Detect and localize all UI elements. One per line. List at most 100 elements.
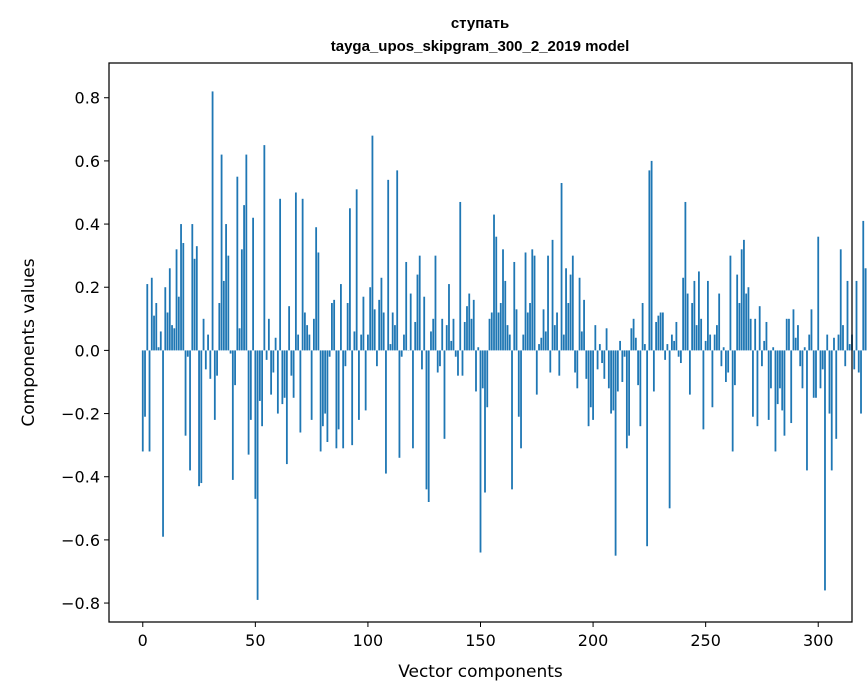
y-axis-label: Components values: [19, 258, 39, 426]
bar-298: [812, 350, 815, 398]
bar-172: [529, 303, 531, 351]
bar-65: [288, 306, 291, 351]
bar-166: [515, 309, 518, 351]
bar-110: [389, 344, 392, 351]
bar-203: [598, 344, 601, 351]
bar-311: [842, 325, 844, 351]
bar-93: [351, 350, 354, 446]
bar-113: [396, 170, 399, 351]
bar-45: [243, 205, 245, 351]
bar-294: [803, 347, 806, 351]
bar-53: [261, 350, 263, 427]
bar-169: [522, 334, 525, 351]
bar-256: [718, 293, 721, 351]
bar-320: [862, 220, 865, 351]
bar-193: [576, 350, 579, 389]
bar-8: [159, 331, 162, 351]
bar-263: [734, 350, 736, 386]
bar-312: [844, 350, 847, 367]
bar-144: [466, 306, 468, 351]
bar-296: [808, 334, 811, 351]
bar-162: [506, 325, 509, 351]
bar-173: [531, 249, 534, 351]
x-tick-label: 0: [138, 631, 148, 650]
bar-295: [806, 350, 808, 471]
bar-6: [155, 303, 158, 351]
bar-81: [324, 350, 327, 414]
y-tick-label: −0.6: [61, 531, 100, 550]
bar-271: [752, 350, 754, 417]
bar-3: [148, 350, 151, 452]
bar-170: [524, 252, 527, 351]
bar-254: [713, 334, 716, 351]
bar-92: [349, 208, 351, 351]
bar-291: [797, 325, 799, 351]
bar-64: [285, 350, 288, 465]
bar-103: [373, 309, 376, 351]
bar-202: [596, 350, 599, 370]
bar-129: [432, 318, 435, 351]
bar-76: [312, 318, 315, 351]
y-tick-label: 0.8: [75, 89, 100, 108]
bar-62: [281, 350, 284, 405]
bar-150: [479, 350, 482, 553]
bar-219: [634, 337, 637, 351]
bar-85: [333, 299, 336, 351]
bar-243: [688, 350, 691, 395]
bar-223: [643, 344, 646, 351]
bar-73: [306, 325, 309, 351]
bar-42: [236, 176, 239, 351]
bar-277: [765, 321, 768, 351]
bar-7: [157, 347, 160, 351]
bar-61: [279, 198, 282, 351]
bar-14: [173, 328, 176, 351]
bar-286: [785, 318, 788, 351]
bar-275: [761, 350, 763, 367]
bar-184: [556, 312, 558, 351]
bar-231: [661, 312, 664, 351]
bar-261: [729, 255, 732, 351]
bar-59: [274, 337, 277, 351]
bar-18: [182, 243, 185, 351]
bar-158: [497, 312, 500, 351]
bar-194: [578, 277, 581, 351]
bar-57: [270, 350, 273, 395]
bar-63: [283, 350, 286, 398]
bar-163: [508, 334, 511, 351]
bar-188: [565, 268, 567, 351]
bar-308: [835, 350, 838, 439]
bar-267: [743, 239, 745, 351]
bar-195: [580, 331, 583, 351]
bar-100: [367, 334, 369, 351]
bar-233: [666, 344, 669, 351]
bar-265: [738, 303, 741, 351]
bar-249: [702, 350, 705, 430]
bar-141: [459, 201, 462, 351]
bar-245: [693, 280, 696, 351]
bar-288: [790, 350, 793, 424]
bar-114: [398, 350, 401, 458]
bar-153: [486, 350, 489, 408]
bar-21: [189, 350, 191, 471]
bar-133: [441, 318, 444, 351]
bar-227: [652, 350, 655, 392]
bar-105: [378, 299, 381, 351]
bar-239: [679, 350, 682, 364]
bar-74: [308, 334, 311, 351]
bar-157: [495, 236, 498, 351]
bar-20: [186, 350, 189, 357]
bar-301: [819, 350, 822, 389]
bar-257: [720, 350, 723, 367]
bar-215: [625, 350, 628, 449]
bar-189: [567, 303, 570, 351]
bar-179: [544, 331, 547, 351]
bar-138: [452, 318, 455, 351]
bar-147: [472, 299, 475, 351]
bar-242: [686, 293, 689, 351]
bar-190: [569, 274, 572, 351]
bar-98: [362, 296, 365, 351]
bar-87: [337, 350, 340, 430]
y-tick-label: 0.6: [75, 152, 100, 171]
bar-48: [249, 350, 252, 420]
bar-207: [607, 350, 610, 389]
